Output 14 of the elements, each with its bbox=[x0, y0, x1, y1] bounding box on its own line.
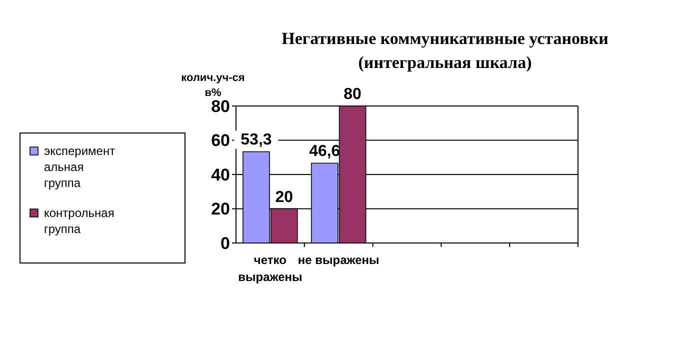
y-tick-label: 20 bbox=[211, 200, 230, 219]
y-tick-label: 0 bbox=[220, 234, 230, 253]
data-label: 20 bbox=[275, 188, 294, 206]
y-tick-label: 40 bbox=[211, 165, 230, 184]
x-tick-label: не выражены bbox=[298, 253, 380, 267]
chart-title: Негативные коммуникативные установки (интегральная шкала) bbox=[282, 29, 609, 72]
y-tick-label: 80 bbox=[211, 96, 230, 116]
data-label: 53,3 bbox=[240, 132, 272, 149]
data-label: 46,6 bbox=[309, 143, 340, 160]
legend-label: контрольная группа bbox=[44, 206, 114, 236]
y-axis-title: колич.уч-ся в% bbox=[181, 72, 245, 99]
y-tick-label: 60 bbox=[211, 131, 230, 150]
legend-label: экспериментальная группа bbox=[44, 144, 116, 190]
data-label: 80 bbox=[344, 86, 362, 103]
